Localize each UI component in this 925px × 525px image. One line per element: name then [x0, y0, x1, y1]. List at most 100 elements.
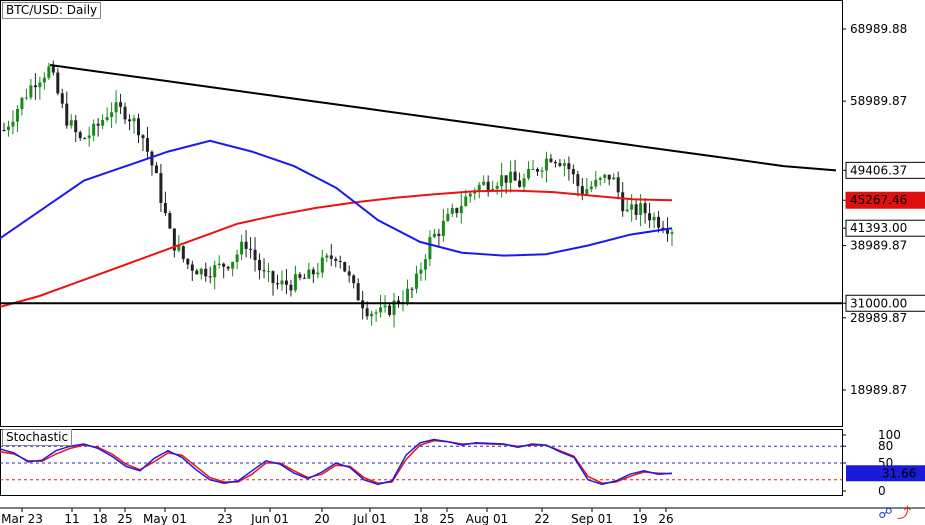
- candle-body: [20, 97, 24, 109]
- x-tick-label: 22: [534, 512, 549, 525]
- candle-body: [11, 121, 15, 127]
- candle-body: [464, 196, 468, 207]
- candle-body: [428, 237, 432, 260]
- price-axis-label: 28989.87: [850, 311, 907, 325]
- candle-body: [51, 66, 55, 73]
- candle-body: [240, 241, 244, 255]
- candle-body: [495, 186, 499, 189]
- candle-body: [544, 158, 548, 171]
- candle-body: [329, 255, 333, 259]
- candle-body: [154, 165, 158, 174]
- candle-body: [441, 220, 445, 236]
- candle-body: [491, 188, 495, 191]
- candle-body: [379, 307, 383, 313]
- candle-body: [226, 266, 230, 269]
- candle-body: [311, 269, 315, 275]
- candle-body: [320, 257, 324, 273]
- candle-body: [625, 209, 629, 212]
- candle-body: [262, 270, 266, 272]
- trendline: [49, 64, 837, 172]
- candle-body: [293, 274, 297, 291]
- x-tick-label: 25: [117, 512, 132, 525]
- x-tick-label: Aug 01: [466, 512, 509, 525]
- candle-body: [347, 271, 351, 276]
- candle-body: [123, 106, 127, 120]
- candle-body: [356, 283, 360, 301]
- candle-body: [388, 305, 392, 315]
- candle-body: [181, 246, 185, 259]
- candle-body: [459, 206, 463, 214]
- arrow-icon[interactable]: ⤴: [897, 506, 911, 522]
- candle-body: [222, 263, 226, 267]
- x-tick-label: Jun 01: [250, 512, 289, 525]
- stoch-k-line: [0, 438, 673, 486]
- candle-body: [643, 203, 647, 214]
- price-axis-label: 45267.46: [850, 193, 907, 207]
- candle-body: [446, 213, 450, 221]
- candle-body: [562, 163, 566, 166]
- candle-body: [249, 248, 253, 250]
- candle-body: [397, 300, 401, 304]
- candle-body: [289, 284, 293, 291]
- candle-body: [284, 280, 288, 285]
- price-marker-box: [845, 191, 925, 209]
- candle-body: [598, 177, 602, 180]
- candle-body: [6, 126, 10, 131]
- candle-body: [450, 208, 454, 214]
- price-marker-box: [845, 219, 925, 237]
- candle-body: [585, 189, 589, 195]
- candle-body: [190, 264, 194, 271]
- candle-body: [275, 283, 279, 285]
- candle-body: [298, 274, 302, 278]
- candle-body: [56, 72, 60, 94]
- chart-title: BTC/USD: Daily: [2, 2, 102, 19]
- candle-body: [101, 119, 105, 126]
- stoch-d-line: [0, 439, 673, 484]
- candle-body: [92, 123, 96, 136]
- candle-body: [392, 300, 396, 315]
- candle-body: [168, 213, 172, 229]
- x-tick-label: 26: [658, 512, 673, 525]
- candle-body: [69, 120, 73, 126]
- stoch-axis-label: 31.66: [882, 466, 916, 480]
- candle-body: [522, 178, 526, 187]
- candle-body: [536, 169, 540, 172]
- candle-body: [29, 85, 33, 98]
- candle-body: [580, 186, 584, 195]
- candle-body: [163, 202, 167, 214]
- candle-body: [213, 265, 217, 278]
- candle-body: [437, 233, 441, 236]
- candle-body: [15, 108, 19, 122]
- candle-body: [666, 229, 670, 234]
- candle-body: [195, 270, 199, 275]
- candle-body: [186, 258, 190, 265]
- candle-body: [509, 171, 513, 183]
- x-tick-label: Jul 01: [352, 512, 387, 525]
- price-axis-label: 38989.87: [850, 239, 907, 253]
- candle-body: [136, 118, 140, 136]
- candle-body: [150, 151, 154, 166]
- candle-body: [343, 262, 347, 272]
- candle-body: [540, 170, 544, 172]
- candle-body: [621, 192, 625, 212]
- price-axis-label: 68989.88: [850, 22, 907, 36]
- candle-body: [110, 112, 114, 117]
- candle-body: [325, 255, 329, 258]
- candle-body: [571, 169, 575, 175]
- candle-body: [594, 179, 598, 187]
- candle-body: [482, 181, 486, 185]
- candle-body: [361, 300, 365, 309]
- candle-body: [204, 268, 208, 277]
- x-tick-label: 11: [64, 512, 79, 525]
- candle-body: [338, 260, 342, 263]
- price-marker-box: [845, 161, 925, 179]
- stoch-axis-label: 80: [878, 439, 893, 453]
- link-icon[interactable]: ☍: [878, 506, 893, 522]
- price-axis-label: 31000.00: [850, 296, 907, 310]
- candle-body: [576, 174, 580, 187]
- x-tick-label: 20: [314, 512, 329, 525]
- candle-body: [267, 271, 271, 273]
- candle-body: [365, 308, 369, 317]
- candle-body: [87, 135, 91, 139]
- candle-body: [513, 171, 517, 181]
